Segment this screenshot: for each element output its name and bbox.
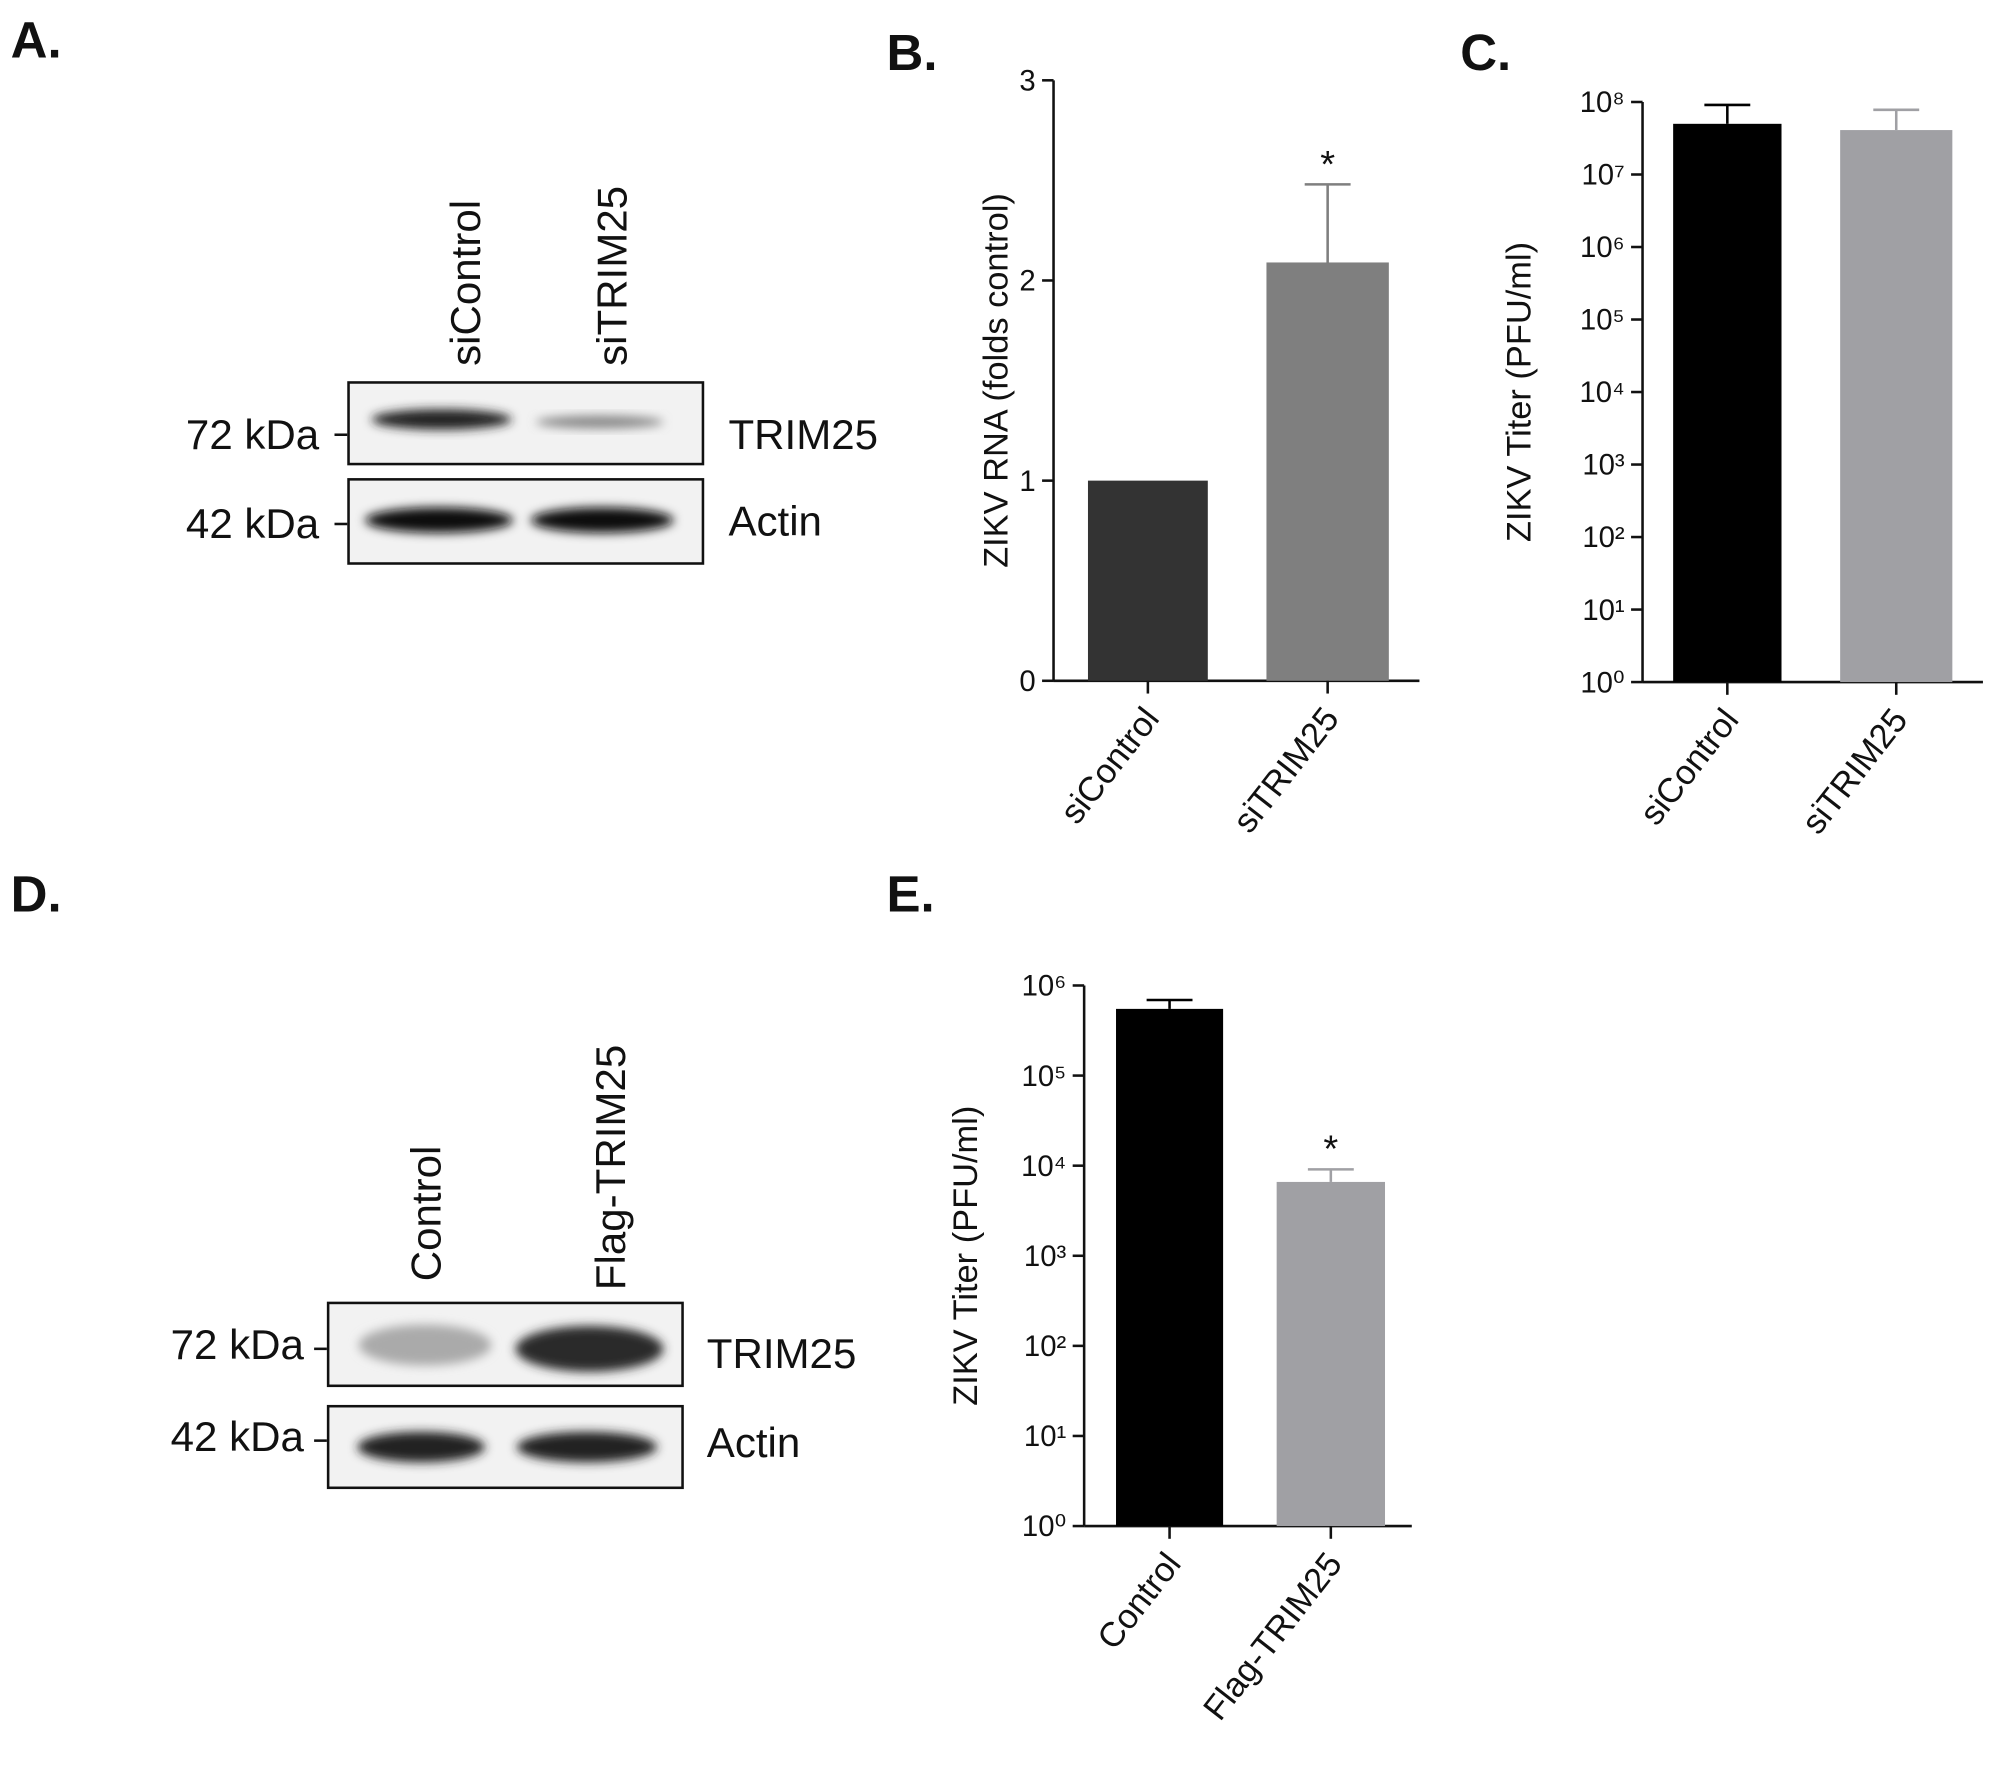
band <box>357 1431 485 1463</box>
protein-label: TRIM25 <box>707 1330 857 1377</box>
y-tick-label: 10⁴ <box>1021 1150 1066 1183</box>
band <box>535 415 664 429</box>
band <box>515 1325 664 1372</box>
panel-label: E. <box>887 866 935 923</box>
lane-label: Control <box>402 1146 449 1282</box>
western-blot: Control Flag-TRIM25 72 kDa 42 kDa TRIM25… <box>171 1045 857 1490</box>
y-tick-label: 10⁵ <box>1022 1060 1067 1093</box>
size-label: 42 kDa <box>186 500 320 547</box>
y-tick-label: 10¹ <box>1024 1420 1067 1453</box>
bar <box>1266 262 1389 681</box>
bar-chart: 0 1 2 3 ZIKV RNA (folds control) siControl * si… <box>978 65 1420 840</box>
y-tick-label: 10⁴ <box>1579 376 1624 409</box>
band <box>358 1324 492 1366</box>
y-tick-label: 10⁰ <box>1022 1510 1066 1543</box>
bar <box>1673 123 1782 683</box>
x-tick-label: Flag-TRIM25 <box>1196 1546 1350 1728</box>
size-label: 72 kDa <box>186 411 320 458</box>
lane-label: siControl <box>442 200 489 366</box>
y-tick-label: 10⁶ <box>1580 231 1625 264</box>
y-tick-label: 0 <box>1019 665 1035 698</box>
bar <box>1840 130 1953 683</box>
y-axis-label: ZIKV Titer (PFU/ml) <box>947 1106 985 1406</box>
y-tick-label: 10⁰ <box>1580 666 1624 699</box>
significance: * <box>1323 1128 1338 1171</box>
panel-label: A. <box>11 11 62 68</box>
x-tick-label: siTRIM25 <box>1795 702 1916 841</box>
y-tick-label: 10⁷ <box>1581 159 1624 192</box>
lane-label: siTRIM25 <box>588 186 635 366</box>
protein-label: TRIM25 <box>728 411 878 458</box>
y-tick-label: 10² <box>1024 1330 1067 1363</box>
panel-label: C. <box>1460 24 1511 81</box>
band <box>530 507 674 533</box>
lane-label: Flag-TRIM25 <box>587 1045 634 1290</box>
band <box>371 409 512 430</box>
bar <box>1276 1181 1386 1527</box>
y-tick-label: 1 <box>1019 465 1035 498</box>
bar-chart: 10⁰ 10¹ 10² 10³ 10⁴ 10⁵ 10⁶ ZIKV Titer (PFU/ml)… <box>947 970 1412 1728</box>
size-label: 42 kDa <box>171 1413 305 1460</box>
y-axis-label: ZIKV Titer (PFU/ml) <box>1500 242 1538 542</box>
x-tick-label: siControl <box>1633 702 1747 832</box>
y-tick-label: 10⁶ <box>1022 970 1067 1003</box>
y-tick-label: 10³ <box>1582 449 1625 482</box>
y-tick-label: 10² <box>1582 521 1625 554</box>
panel-label: D. <box>11 866 62 923</box>
panel-label: B. <box>887 24 938 81</box>
y-tick-label: 2 <box>1019 265 1035 298</box>
band <box>365 507 513 533</box>
bar <box>1116 1008 1224 1527</box>
protein-label: Actin <box>707 1419 801 1466</box>
x-tick-label: siControl <box>1053 701 1167 831</box>
significance: * <box>1320 143 1335 186</box>
y-tick-label: 10³ <box>1024 1240 1067 1273</box>
y-tick-label: 10¹ <box>1582 594 1625 627</box>
band <box>516 1431 658 1463</box>
western-blot: siControl siTRIM25 72 kDa 42 kDa TRIM25 … <box>186 186 878 565</box>
y-tick-label: 10⁵ <box>1580 304 1625 337</box>
bar-chart: 10⁰ 10¹ 10² 10³ 10⁴ 10⁵ 10⁶ 10⁷ 10⁸ ZIKV Titer (P… <box>1500 86 1983 841</box>
x-tick-label: Control <box>1090 1546 1188 1657</box>
bar <box>1087 480 1208 681</box>
y-tick-label: 10⁸ <box>1580 86 1625 119</box>
size-label: 72 kDa <box>171 1321 305 1368</box>
y-axis-label: ZIKV RNA (folds control) <box>978 193 1016 568</box>
protein-label: Actin <box>728 497 822 544</box>
x-tick-label: siTRIM25 <box>1226 701 1347 840</box>
y-tick-label: 3 <box>1019 65 1035 98</box>
